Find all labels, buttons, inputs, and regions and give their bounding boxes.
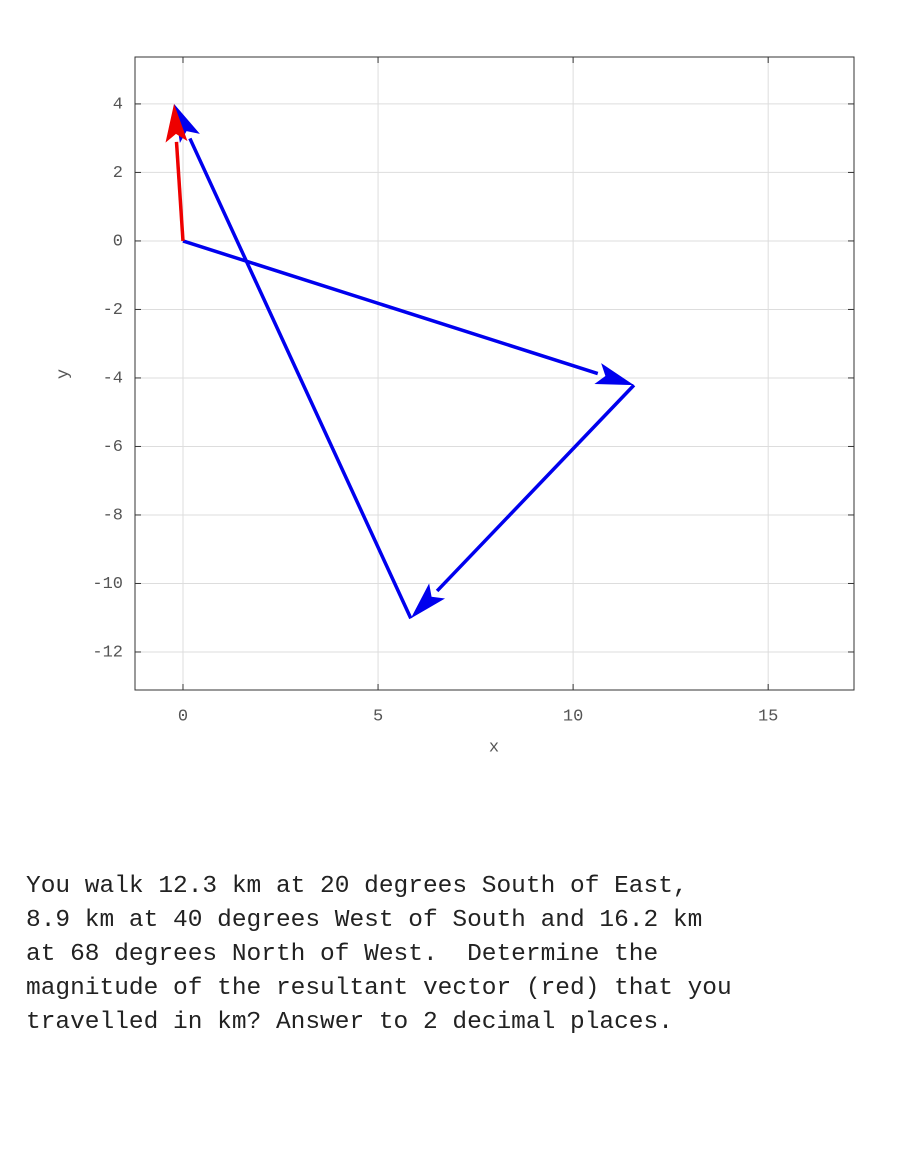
arrowhead: [594, 363, 634, 386]
x-tick-label: 10: [563, 707, 583, 726]
vector: [435, 383, 636, 593]
question-line: magnitude of the resultant vector (red) …: [26, 975, 732, 1002]
plot-frame: [134, 56, 855, 691]
grid: [135, 57, 854, 690]
y-tick-label: -12: [92, 643, 123, 662]
y-axis-label: y: [54, 369, 73, 379]
y-tick-label: 2: [113, 164, 123, 183]
question: You walk 12.3 km at 20 degrees South of …: [26, 870, 732, 1040]
vector: [174, 141, 185, 242]
y-tick-label: -8: [103, 506, 123, 525]
x-tick-label: 5: [373, 707, 383, 726]
y-tick-label: -10: [92, 575, 123, 594]
question-line: You walk 12.3 km at 20 degrees South of …: [26, 873, 688, 900]
chart: x y 0 5 10 15 4 2 0 -2 -4 -6 -8 -10 -12: [54, 56, 855, 757]
x-tick-label: 15: [758, 707, 778, 726]
question-line: travelled in km? Answer to 2 decimal pla…: [26, 1009, 673, 1036]
question-line: at 68 degrees North of West. Determine t…: [26, 941, 659, 968]
arrowhead: [165, 103, 188, 143]
y-tick-label: 4: [113, 95, 123, 114]
vector: [182, 239, 599, 376]
x-axis-label: x: [489, 738, 499, 757]
x-tick-label: 0: [178, 707, 188, 726]
vector: [188, 137, 413, 620]
y-tick-label: -4: [103, 369, 123, 388]
y-tick-label: -6: [103, 438, 123, 457]
question-line: 8.9 km at 40 degrees West of South and 1…: [26, 907, 703, 934]
arrowhead: [410, 583, 446, 619]
y-tick-label: -2: [103, 301, 123, 320]
y-tick-label: 0: [113, 232, 123, 251]
